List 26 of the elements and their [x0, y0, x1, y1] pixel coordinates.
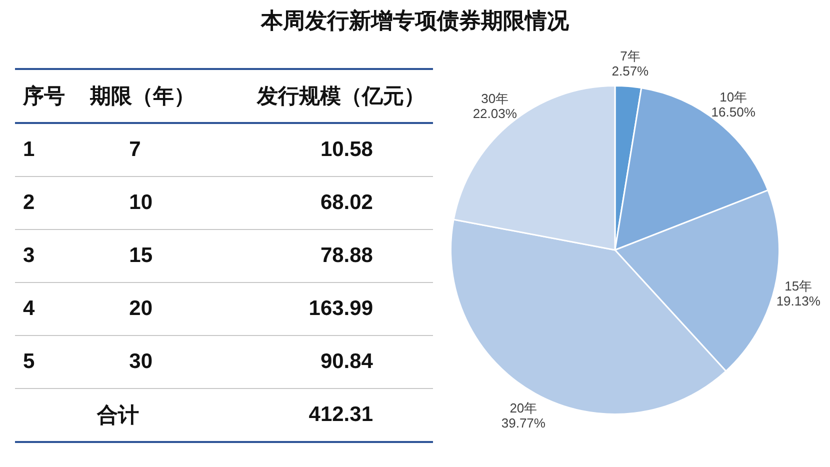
text: 4 20 — [23, 297, 153, 320]
text: 2 10 — [23, 191, 153, 214]
text: 68.02 — [221, 176, 433, 230]
text: 5 30 — [23, 350, 153, 373]
data-label: 2.57% — [612, 63, 650, 78]
text: 本周发行新增专项债券期限情况 — [260, 7, 570, 35]
text: 发行规模（亿元） — [221, 69, 433, 123]
text: 合计 — [15, 388, 222, 442]
text: 90.84 — [221, 336, 433, 388]
text: 78.88 — [221, 230, 433, 282]
slice-label: 20年 — [510, 400, 538, 416]
slice-label: 7年 — [620, 48, 640, 64]
data-label: 16.50% — [711, 104, 756, 120]
text: 序号 — [15, 69, 82, 123]
data-label: 39.77% — [501, 415, 546, 430]
slice-label: 30年 — [481, 91, 509, 106]
data-label: 22.03% — [472, 106, 518, 122]
text: 412.31 — [221, 388, 433, 442]
text: 3 15 — [23, 244, 153, 267]
slice-label: 15年 — [784, 278, 812, 294]
text: 163.99 — [221, 282, 433, 336]
text: 1 7 — [23, 138, 141, 161]
text: 期限（年） — [82, 69, 222, 123]
data-label: 19.13% — [776, 294, 821, 309]
slice-label: 10年 — [720, 90, 748, 105]
text: 10.58 — [221, 123, 433, 176]
